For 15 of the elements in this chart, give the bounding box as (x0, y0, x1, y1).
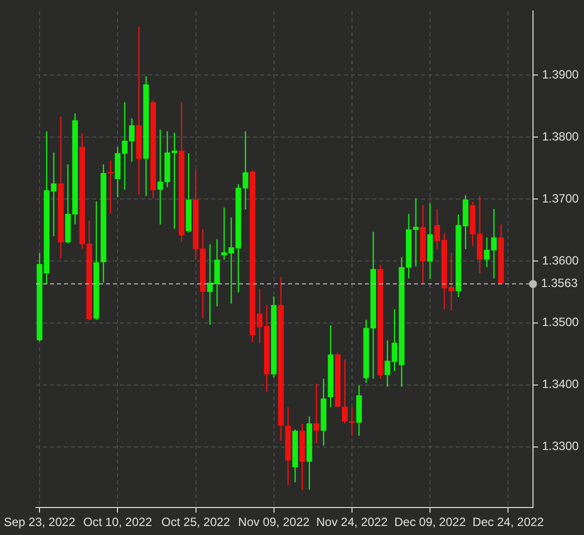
x-tick-label: Oct 10, 2022 (83, 515, 152, 530)
x-tick-label: Dec 09, 2022 (394, 515, 466, 530)
x-tick-label: Oct 25, 2022 (161, 515, 230, 530)
x-tick-label: Nov 09, 2022 (238, 515, 310, 530)
x-tick-label: Dec 24, 2022 (472, 515, 544, 530)
y-tick-label: 1.3500 (542, 315, 580, 330)
y-tick-label: 1.3700 (542, 191, 580, 206)
x-tick-label: Nov 24, 2022 (316, 515, 388, 530)
y-tick-label: 1.3800 (542, 129, 580, 144)
y-tick-label: 1.3300 (542, 439, 580, 454)
y-tick-label: 1.3600 (542, 253, 580, 268)
ref-line-label: 1.3563 (541, 276, 578, 290)
y-tick-label: 1.3400 (542, 377, 580, 392)
y-tick-label: 1.3900 (542, 67, 580, 82)
x-tick-label: Sep 23, 2022 (4, 515, 76, 530)
